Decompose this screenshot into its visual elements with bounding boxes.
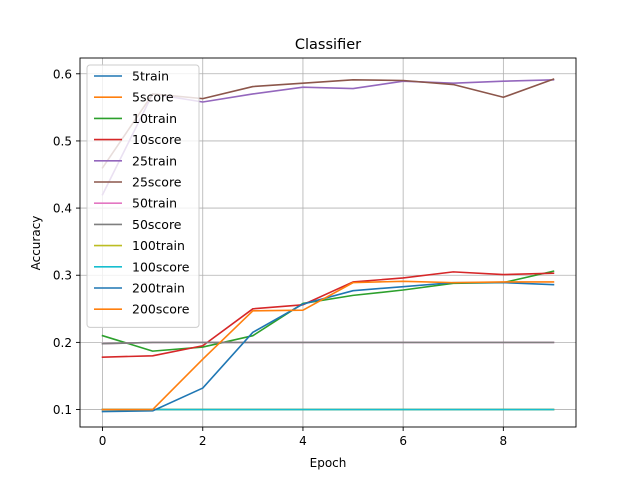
x-tick-label: 8 [500, 434, 508, 448]
legend-label-25score: 25score [132, 175, 182, 190]
y-tick-label: 0.2 [53, 336, 72, 350]
y-axis-title: Accuracy [29, 216, 43, 271]
legend-label-50train: 50train [132, 196, 177, 211]
series-line-50score [101, 341, 555, 345]
legend-label-50score: 50score [132, 217, 182, 232]
y-tick-label: 0.3 [53, 269, 72, 283]
plot-area: 0 2 4 6 8 0.1 0.2 0.3 0.4 0.5 0.6 5train 5score 10tra… [53, 57, 577, 448]
x-tick-label: 0 [99, 434, 107, 448]
y-tick-label: 0.6 [53, 67, 72, 81]
y-tick-label: 0.5 [53, 134, 72, 148]
legend-label-10score: 10score [132, 132, 182, 147]
x-tick-label: 6 [399, 434, 407, 448]
legend-label-5train: 5train [132, 69, 169, 84]
y-tick-label: 0.4 [53, 202, 72, 216]
legend-label-5score: 5score [132, 90, 174, 105]
legend: 5train 5score 10train 10score 25train 25score… [86, 64, 200, 328]
y-tick-label: 0.1 [53, 403, 72, 417]
x-tick-label: 2 [199, 434, 207, 448]
legend-label-200score: 200score [132, 302, 190, 317]
x-axis-title: Epoch [310, 456, 347, 470]
chart-title: Classifier [295, 37, 361, 53]
series-line-200score [101, 280, 555, 411]
legend-label-25train: 25train [132, 153, 177, 168]
legend-label-100score: 100score [132, 259, 190, 274]
x-tick-label: 4 [299, 434, 307, 448]
series-line-10score [101, 271, 555, 358]
legend-label-100train: 100train [132, 238, 185, 253]
legend-box [86, 64, 200, 328]
legend-label-200train: 200train [132, 281, 185, 296]
axes-frame [79, 57, 577, 428]
legend-label-10train: 10train [132, 111, 177, 126]
